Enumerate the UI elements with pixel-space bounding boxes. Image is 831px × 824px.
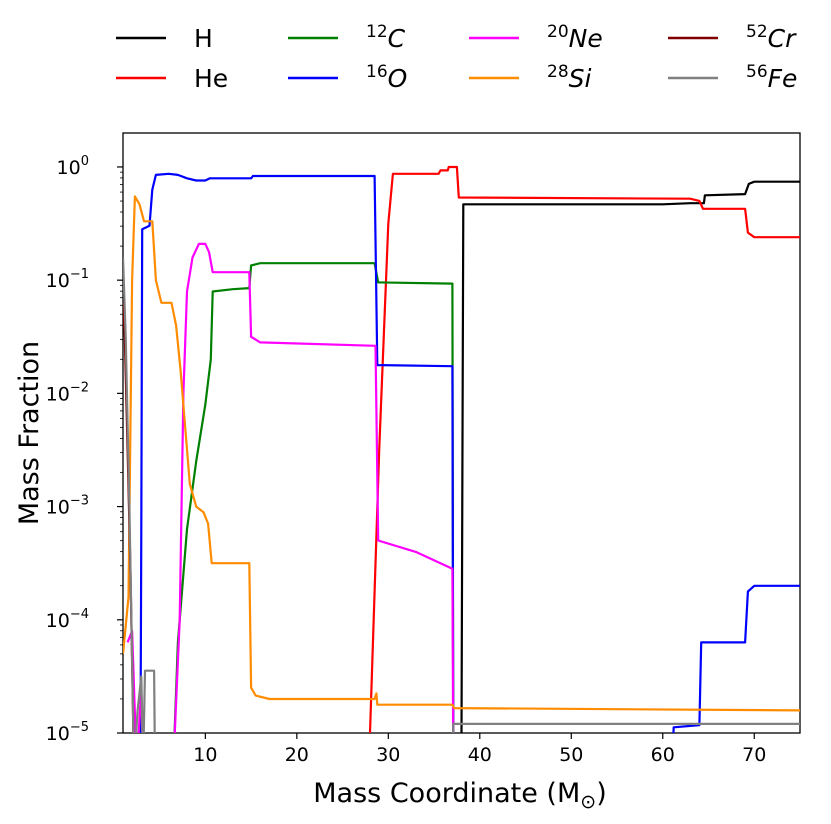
series-line-28Si — [123, 195, 800, 712]
x-tick-label: 30 — [376, 744, 400, 766]
x-tick-label: 40 — [468, 744, 492, 766]
series-line-He — [368, 165, 800, 733]
series-line-H — [460, 180, 800, 733]
x-axis: 10 20 30 40 50 60 70 — [193, 733, 766, 766]
legend-label-He: He — [194, 64, 228, 93]
x-axis-label: Mass Coordinate (M⊙) — [313, 778, 606, 813]
legend-label-20Ne: 20Ne — [547, 22, 603, 53]
x-tick-label: 50 — [559, 744, 583, 766]
legend-label-56Fe: 56Fe — [746, 62, 797, 93]
x-tick-label: 20 — [285, 744, 309, 766]
legend-label-28Si: 28Si — [547, 62, 592, 93]
x-tick-label: 70 — [742, 744, 766, 766]
x-tick-label: 60 — [651, 744, 675, 766]
series-line-56Fe — [123, 257, 800, 733]
series-layer — [123, 165, 800, 733]
y-tick-label: 10−5 — [46, 720, 89, 745]
y-tick-label: 10−1 — [46, 267, 89, 292]
y-tick-label: 100 — [57, 154, 89, 179]
y-tick-label: 10−3 — [46, 494, 89, 519]
legend-label-52Cr: 52Cr — [746, 22, 797, 53]
legend-label-H: H — [194, 24, 213, 53]
legend-label-12C: 12C — [366, 22, 406, 53]
x-tick-label: 10 — [193, 744, 217, 766]
y-axis-label: Mass Fraction — [14, 341, 45, 525]
y-axis: 100 10−1 10−2 10−3 10−4 10−5 — [46, 154, 123, 745]
y-tick-label: 10−4 — [46, 607, 89, 632]
series-line-16O — [139, 172, 800, 733]
legend-label-16O: 16O — [366, 62, 407, 93]
y-tick-label: 10−2 — [46, 380, 89, 405]
series-line-12C — [173, 262, 455, 733]
legend: H He 12C 16O 20Ne 28Si 52Cr 56Fe — [116, 22, 797, 93]
